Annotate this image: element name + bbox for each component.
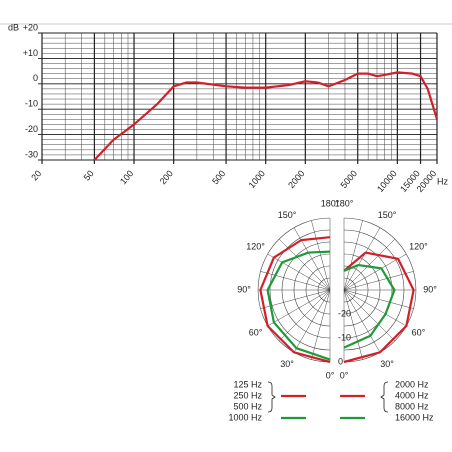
polar-spoke xyxy=(293,227,331,291)
angle-tick-label: 180° xyxy=(335,198,354,208)
x-tick-label: 1000 xyxy=(247,168,268,190)
angle-tick-label: 0° xyxy=(326,370,335,380)
polar-spoke xyxy=(343,253,407,291)
y-tick-label: -30 xyxy=(25,149,38,159)
x-tick-label: 2000 xyxy=(286,168,307,190)
y-tick-label: 0 xyxy=(33,73,38,83)
legend-label: 2000 Hz xyxy=(395,379,429,389)
polar-curve xyxy=(343,263,396,349)
polar-spoke xyxy=(343,289,407,327)
r-tick-label: 0 xyxy=(338,356,343,366)
polar-spoke xyxy=(343,289,381,353)
angle-tick-label: 30° xyxy=(380,359,394,369)
legend-label: 125 Hz xyxy=(233,379,262,389)
polar-spoke xyxy=(343,289,363,360)
polar-curve xyxy=(266,250,331,361)
polar-curve xyxy=(343,251,415,364)
legend-label: 500 Hz xyxy=(233,401,262,411)
legend-brace xyxy=(267,381,276,413)
angle-tick-label: 0° xyxy=(340,370,349,380)
angle-tick-label: 150° xyxy=(378,210,397,220)
polar-spoke xyxy=(343,289,414,309)
polar-spoke xyxy=(278,289,331,342)
angle-tick-label: 60° xyxy=(412,327,426,337)
y-tick-label: -20 xyxy=(25,124,38,134)
polar-spoke xyxy=(343,271,414,291)
angle-tick-label: 90° xyxy=(237,284,251,294)
legend-label: 250 Hz xyxy=(233,390,262,400)
x-tick-label: 20 xyxy=(29,168,43,182)
legend-label: 16000 Hz xyxy=(395,412,434,422)
legend-label: 1000 Hz xyxy=(228,412,262,422)
legend-label: 8000 Hz xyxy=(395,401,429,411)
polar-spoke xyxy=(278,238,331,291)
polar-spoke xyxy=(343,220,363,291)
angle-tick-label: 60° xyxy=(249,327,263,337)
polar-spoke xyxy=(311,220,331,291)
polar-spoke xyxy=(260,289,331,309)
polar-spoke xyxy=(343,227,381,291)
x-tick-label: 100 xyxy=(118,168,135,186)
x-axis-label: Hz xyxy=(437,176,448,186)
polar-spoke xyxy=(293,289,331,353)
polar-spoke xyxy=(260,271,331,291)
angle-tick-label: 90° xyxy=(423,284,437,294)
polar-spoke xyxy=(343,289,396,342)
polar-spoke xyxy=(343,238,396,291)
polar-spoke xyxy=(267,289,331,327)
x-tick-label: 500 xyxy=(210,168,227,186)
angle-tick-label: 150° xyxy=(278,210,297,220)
x-tick-label: 10000 xyxy=(375,168,399,194)
response-curve xyxy=(93,71,439,161)
legend-label: 4000 Hz xyxy=(395,390,429,400)
x-tick-label: 5000 xyxy=(339,168,360,190)
angle-tick-label: 180° xyxy=(321,198,340,208)
r-tick-label: -20 xyxy=(338,308,351,318)
polar-curve xyxy=(259,236,331,364)
x-tick-label: 200 xyxy=(158,168,175,186)
legend-brace xyxy=(380,381,389,413)
angle-tick-label: 120° xyxy=(409,241,428,251)
y-axis-label: dB xyxy=(8,22,19,32)
polar-spoke xyxy=(267,253,331,291)
angle-tick-label: 120° xyxy=(246,241,265,251)
y-tick-label: +10 xyxy=(23,48,38,58)
y-tick-label: -10 xyxy=(25,99,38,109)
x-tick-label: 50 xyxy=(82,168,96,182)
y-tick-label: +20 xyxy=(23,22,38,32)
r-tick-label: -10 xyxy=(338,332,351,342)
polar-spoke xyxy=(311,289,331,360)
angle-tick-label: 30° xyxy=(280,359,294,369)
